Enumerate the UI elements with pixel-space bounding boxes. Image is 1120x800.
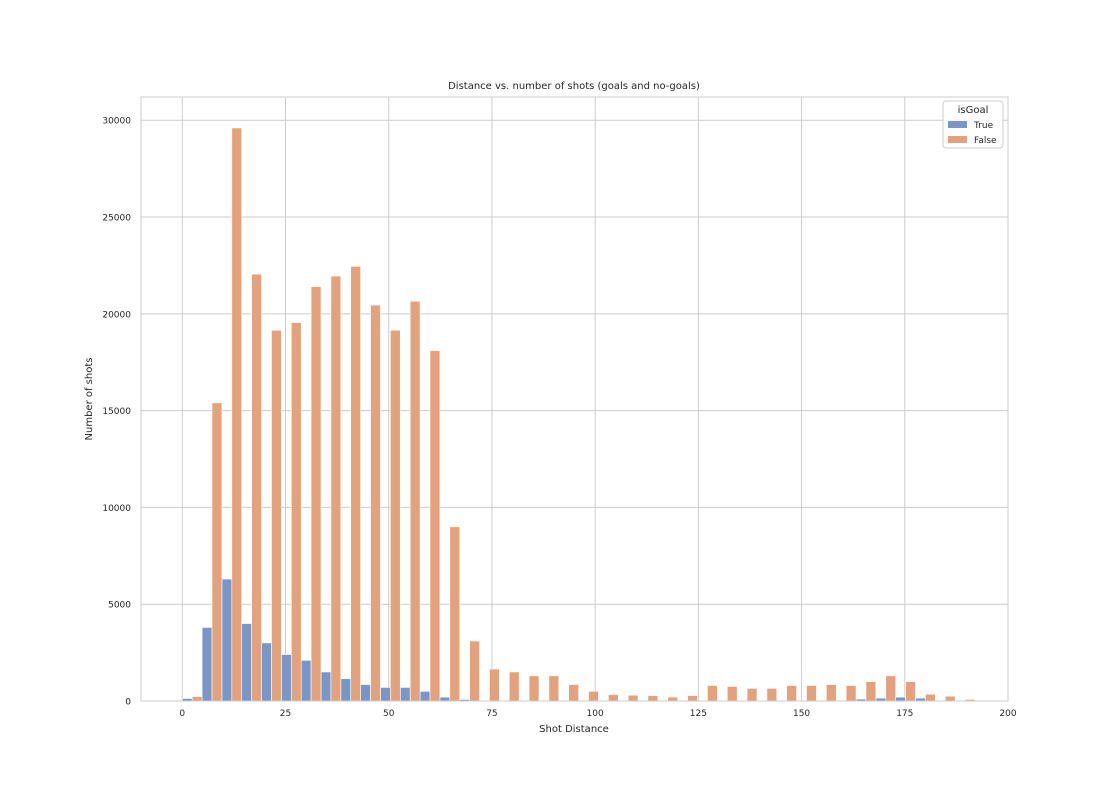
x-tick-label: 200 [999, 709, 1016, 719]
bar-false [449, 526, 461, 702]
bar-false [627, 694, 639, 702]
bar-true [399, 687, 411, 702]
bar-true [320, 671, 332, 702]
bar-false [409, 300, 421, 702]
chart-title: Distance vs. number of shots (goals and … [448, 81, 700, 92]
bar-true [221, 578, 233, 702]
x-tick-label: 25 [280, 709, 291, 719]
y-tick-label: 5000 [108, 601, 131, 611]
bar-false [231, 127, 243, 702]
bar-false [508, 671, 520, 702]
bar-false [647, 695, 659, 702]
x-tick-label: 125 [690, 709, 707, 719]
y-tick-label: 0 [125, 698, 131, 708]
legend: isGoal True False [942, 100, 1004, 149]
bar-true [360, 684, 371, 702]
bar-false [489, 668, 500, 702]
bar-true [300, 660, 312, 702]
bar-false [528, 675, 540, 702]
x-tick-label: 0 [179, 709, 185, 719]
x-tick-label: 75 [486, 709, 497, 719]
bar-false [390, 329, 401, 702]
plot-frame [140, 96, 1009, 702]
bar-false [290, 322, 302, 702]
bar-false [469, 640, 480, 702]
x-tick-label: 100 [587, 709, 604, 719]
bar-true [201, 627, 213, 702]
y-tick-label: 20000 [102, 310, 131, 320]
legend-swatch-true [948, 121, 967, 128]
bar-false [568, 684, 579, 702]
bar-false [786, 685, 797, 702]
x-tick-label: 50 [383, 709, 395, 719]
bar-layer [181, 127, 976, 702]
bar-true [895, 696, 906, 702]
bar-true [419, 691, 431, 702]
bar-false [885, 675, 897, 702]
bar-false [310, 286, 322, 702]
bar-false [548, 675, 560, 702]
legend-label-false: False [974, 136, 997, 146]
bar-true [380, 687, 391, 702]
bar-true [281, 654, 292, 702]
bar-false [687, 695, 698, 702]
bar-true [340, 678, 352, 702]
y-tick-label: 25000 [102, 214, 131, 224]
x-tick-label: 175 [896, 709, 913, 719]
legend-title: isGoal [958, 105, 989, 116]
y-tick-label: 15000 [102, 407, 131, 417]
bar-false [925, 693, 936, 702]
bar-false [350, 266, 361, 702]
x-tick-label: 150 [793, 709, 810, 719]
bar-false [845, 685, 857, 702]
y-tick-label: 10000 [102, 504, 131, 514]
bar-false [944, 695, 956, 702]
bar-false [726, 686, 738, 702]
bar-false [865, 681, 877, 702]
y-tick-label: 30000 [102, 117, 131, 127]
bar-false [905, 681, 916, 702]
bar-false [191, 696, 203, 702]
bar-false [608, 694, 619, 702]
bar-false [707, 685, 718, 702]
bar-false [806, 685, 817, 702]
y-axis-label: Number of shots [84, 358, 95, 441]
bar-false [746, 688, 758, 702]
bar-false [251, 273, 262, 702]
bar-true [241, 623, 252, 702]
bar-false [588, 691, 599, 702]
bar-false [211, 402, 223, 702]
bar-false [766, 688, 778, 702]
legend-swatch-false [948, 136, 967, 143]
legend-label-true: True [973, 121, 994, 131]
bar-false [429, 350, 441, 702]
bar-true [261, 642, 272, 702]
x-axis-label: Shot Distance [539, 724, 609, 735]
bar-false [330, 275, 342, 702]
bar-false [667, 696, 679, 702]
bar-false [826, 684, 837, 702]
tick-label-layer: 0 25 50 75 100 125 150 175 200 0 5000 10000 15000 200… [102, 117, 1016, 719]
bar-false [370, 304, 381, 702]
bar-false [271, 329, 282, 702]
bar-true [439, 696, 451, 702]
